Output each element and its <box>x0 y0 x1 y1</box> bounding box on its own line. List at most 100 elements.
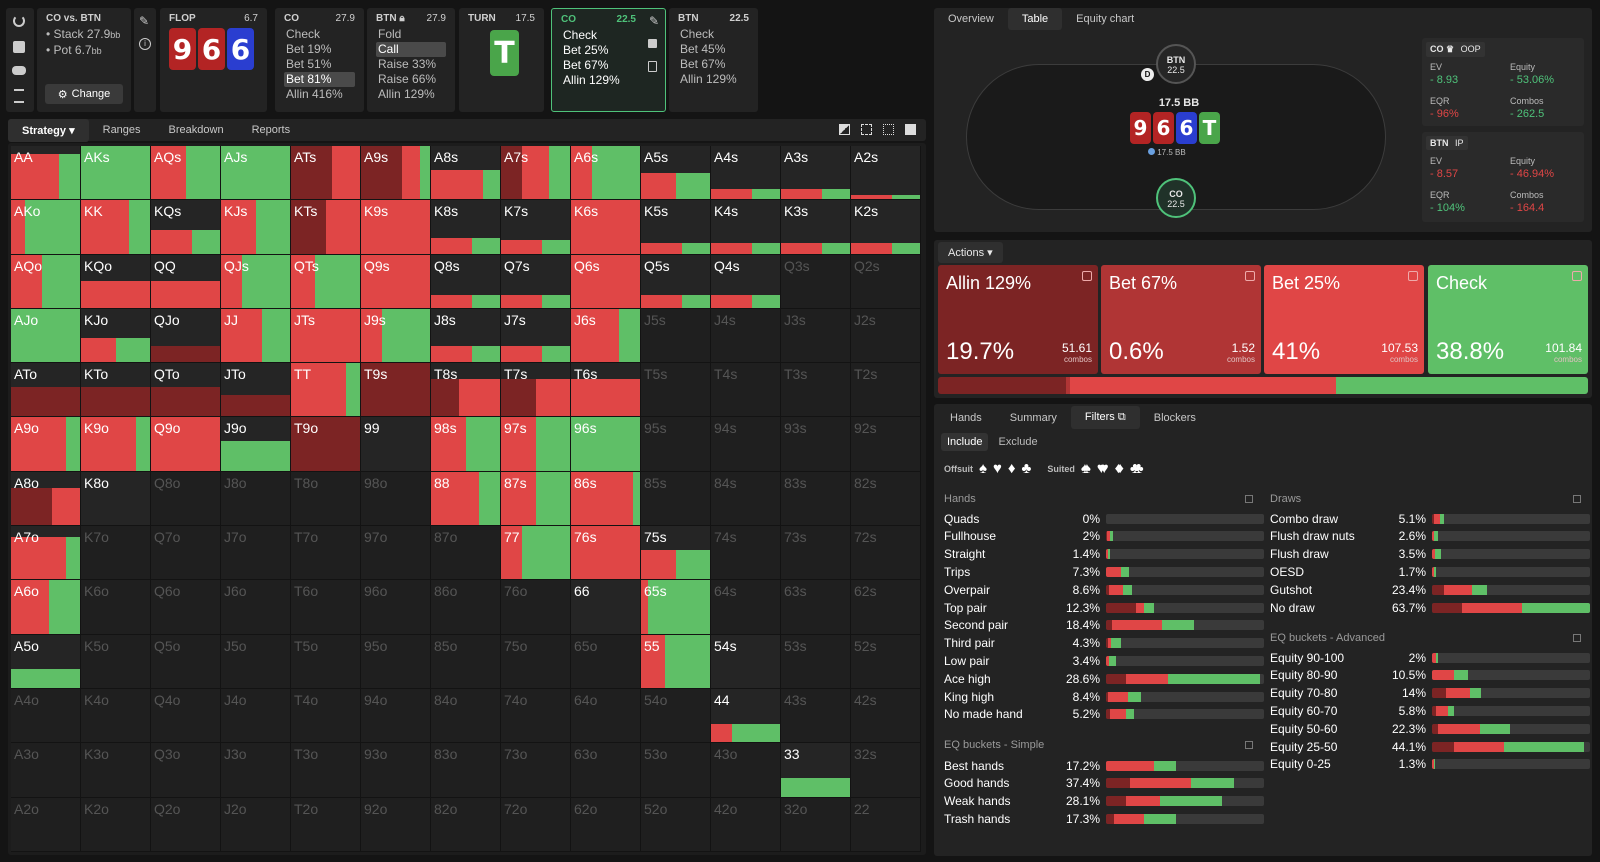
hand-cell-TT[interactable]: TT <box>291 363 361 418</box>
hand-cell-AA[interactable]: AA <box>11 146 81 201</box>
hand-cell-K4s[interactable]: K4s <box>711 200 781 255</box>
hand-cell-Q6o[interactable]: Q6o <box>151 580 221 635</box>
hand-cell-T7s[interactable]: T7s <box>501 363 571 418</box>
hand-cell-KK[interactable]: KK <box>81 200 151 255</box>
hand-cell-42s[interactable]: 42s <box>851 688 921 744</box>
hand-cell-AKo[interactable]: AKo <box>11 200 81 255</box>
hand-cell-J2s[interactable]: J2s <box>851 308 921 364</box>
hand-cell-43o[interactable]: 43o <box>711 743 781 798</box>
action-card[interactable]: Bet 25% 41% 107.53 combos <box>1264 265 1424 374</box>
hand-cell-92o[interactable]: 92o <box>361 797 431 852</box>
filter-row[interactable]: No draw 63.7% <box>1270 599 1590 616</box>
turn-action-bet-25[interactable]: Bet 25% <box>563 43 609 57</box>
hand-cell-87o[interactable]: 87o <box>431 526 501 581</box>
hand-cell-A2o[interactable]: A2o <box>11 797 81 852</box>
hand-cell-76o[interactable]: 76o <box>501 580 571 635</box>
hand-cell-K8s[interactable]: K8s <box>431 200 501 255</box>
hand-cell-52s[interactable]: 52s <box>851 634 921 689</box>
tab-summary[interactable]: Summary <box>1009 411 1057 424</box>
hand-cell-55[interactable]: 55 <box>641 634 711 689</box>
hand-cell-JJ[interactable]: JJ <box>221 308 291 364</box>
filter-row[interactable]: Flush draw 3.5% <box>1270 546 1590 563</box>
hand-cell-84s[interactable]: 84s <box>711 471 781 527</box>
filter-row[interactable]: Second pair 18.4% <box>944 617 1264 634</box>
action-fold[interactable]: Fold <box>378 27 402 41</box>
btn-turn-check[interactable]: Check <box>680 27 715 41</box>
hand-cell-96o[interactable]: 96o <box>361 580 431 635</box>
hand-cell-43s[interactable]: 43s <box>781 688 851 744</box>
hand-cell-JTo[interactable]: JTo <box>221 363 291 418</box>
hand-cell-J7s[interactable]: J7s <box>501 308 571 364</box>
hand-cell-Q9o[interactable]: Q9o <box>151 417 221 472</box>
hand-cell-75o[interactable]: 75o <box>501 634 571 689</box>
hand-cell-A4o[interactable]: A4o <box>11 688 81 744</box>
hand-cell-J4o[interactable]: J4o <box>221 688 291 744</box>
hand-cell-73o[interactable]: 73o <box>501 743 571 798</box>
action-raise-66[interactable]: Raise 66% <box>378 72 437 86</box>
expand-icon[interactable] <box>1408 271 1418 281</box>
hand-cell-J8o[interactable]: J8o <box>221 471 291 527</box>
suited-diamond-icon[interactable]: ♦♦ <box>1114 460 1125 477</box>
heart-icon[interactable]: ♥ <box>992 460 1002 477</box>
btn-turn-bet-67[interactable]: Bet 67% <box>680 57 726 71</box>
hand-cell-Q4o[interactable]: Q4o <box>151 688 221 744</box>
hand-cell-T4o[interactable]: T4o <box>291 688 361 744</box>
hand-cell-T5s[interactable]: T5s <box>641 363 711 418</box>
exclude-toggle[interactable]: Exclude <box>998 436 1038 448</box>
turn-action-check[interactable]: Check <box>563 28 598 42</box>
hand-cell-K9s[interactable]: K9s <box>361 200 431 255</box>
filter-row[interactable]: Best hands 17.2% <box>944 757 1264 774</box>
hand-cell-96s[interactable]: 96s <box>571 417 641 472</box>
hand-cell-A5s[interactable]: A5s <box>641 146 711 201</box>
filter-row[interactable]: Ace high 28.6% <box>944 670 1264 687</box>
hand-cell-64o[interactable]: 64o <box>571 688 641 744</box>
hand-cell-QJo[interactable]: QJo <box>151 308 221 364</box>
hand-cell-53o[interactable]: 53o <box>641 743 711 798</box>
hand-cell-83s[interactable]: 83s <box>781 471 851 527</box>
filter-row[interactable]: Gutshot 23.4% <box>1270 581 1590 598</box>
view-full-icon[interactable] <box>905 124 916 135</box>
hand-cell-T9o[interactable]: T9o <box>291 417 361 472</box>
hand-cell-K7s[interactable]: K7s <box>501 200 571 255</box>
turn-action-allin-129[interactable]: Allin 129% <box>563 73 620 87</box>
filter-row[interactable]: Straight 1.4% <box>944 546 1264 563</box>
hand-cell-K4o[interactable]: K4o <box>81 688 151 744</box>
hand-cell-Q5o[interactable]: Q5o <box>151 634 221 689</box>
hand-cell-72o[interactable]: 72o <box>501 797 571 852</box>
hand-cell-72s[interactable]: 72s <box>851 526 921 581</box>
hand-cell-K6s[interactable]: K6s <box>571 200 641 255</box>
hand-cell-T9s[interactable]: T9s <box>361 363 431 418</box>
hand-cell-Q8o[interactable]: Q8o <box>151 471 221 527</box>
hands-collapse-icon[interactable] <box>1245 495 1253 503</box>
hand-cell-ATo[interactable]: ATo <box>11 363 81 418</box>
hand-cell-AJo[interactable]: AJo <box>11 308 81 364</box>
hand-cell-A6o[interactable]: A6o <box>11 580 81 635</box>
hand-cell-KQs[interactable]: KQs <box>151 200 221 255</box>
hand-cell-98s[interactable]: 98s <box>431 417 501 472</box>
hand-cell-A7s[interactable]: A7s <box>501 146 571 201</box>
hand-cell-K9o[interactable]: K9o <box>81 417 151 472</box>
hand-cell-32s[interactable]: 32s <box>851 743 921 798</box>
hand-cell-Q8s[interactable]: Q8s <box>431 254 501 309</box>
hand-cell-KJs[interactable]: KJs <box>221 200 291 255</box>
filter-row[interactable]: Equity 90-100 2% <box>1270 649 1590 666</box>
hand-cell-82s[interactable]: 82s <box>851 471 921 527</box>
hand-cell-86o[interactable]: 86o <box>431 580 501 635</box>
hand-cell-KJo[interactable]: KJo <box>81 308 151 364</box>
hand-cell-Q2o[interactable]: Q2o <box>151 797 221 852</box>
hand-cell-A3s[interactable]: A3s <box>781 146 851 201</box>
hand-cell-95o[interactable]: 95o <box>361 634 431 689</box>
hand-cell-64s[interactable]: 64s <box>711 580 781 635</box>
hand-cell-A5o[interactable]: A5o <box>11 634 81 689</box>
hand-cell-83o[interactable]: 83o <box>431 743 501 798</box>
hand-cell-J3s[interactable]: J3s <box>781 308 851 364</box>
hand-cell-T8s[interactable]: T8s <box>431 363 501 418</box>
spade-icon[interactable]: ♠ <box>979 460 987 477</box>
hand-cell-Q9s[interactable]: Q9s <box>361 254 431 309</box>
hand-cell-K2o[interactable]: K2o <box>81 797 151 852</box>
hand-cell-AJs[interactable]: AJs <box>221 146 291 201</box>
filter-row[interactable]: Third pair 4.3% <box>944 635 1264 652</box>
tab-overview[interactable]: Overview <box>948 13 994 25</box>
hand-cell-T6s[interactable]: T6s <box>571 363 641 418</box>
expand-icon[interactable] <box>1245 271 1255 281</box>
